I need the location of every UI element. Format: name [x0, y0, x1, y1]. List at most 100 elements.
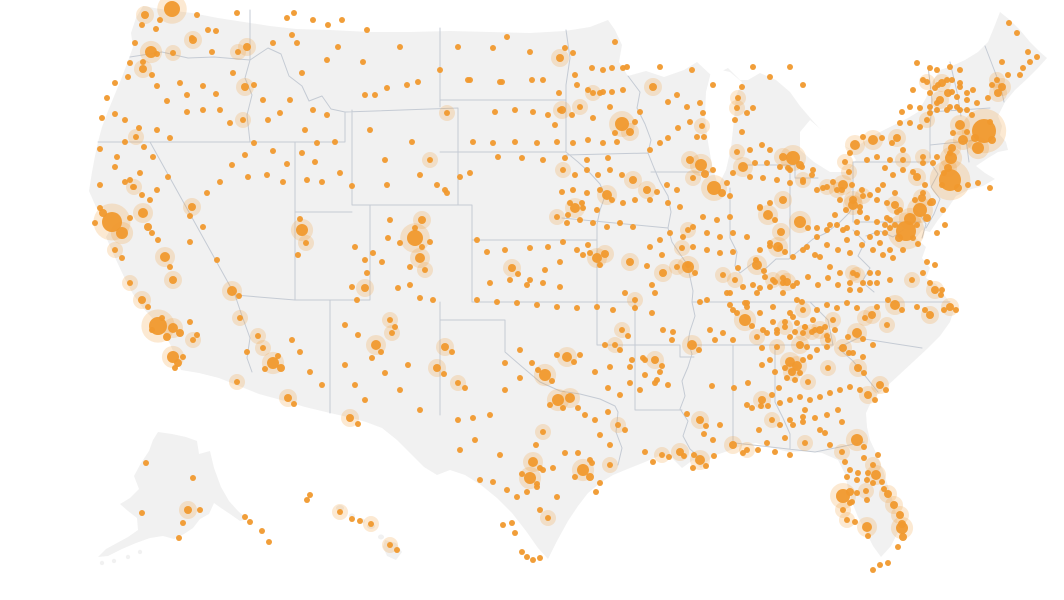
city-dot [932, 85, 938, 91]
city-dot [756, 427, 762, 433]
city-dot [747, 174, 753, 180]
city-dot [854, 219, 860, 225]
city-dot [632, 119, 638, 125]
city-dot [642, 449, 648, 455]
city-dot [844, 225, 850, 231]
city-dot [138, 296, 146, 304]
city-dot [674, 264, 680, 270]
city-dot [765, 403, 771, 409]
city-dot [354, 297, 360, 303]
city-dot [570, 203, 580, 213]
city-dot [597, 480, 603, 486]
city-dot [174, 359, 182, 367]
city-dot [470, 415, 476, 421]
city-dot [875, 452, 881, 458]
city-dot [617, 347, 623, 353]
city-dot [643, 186, 651, 194]
city-dot [607, 364, 613, 370]
city-dot [939, 287, 945, 293]
city-dot [335, 44, 341, 50]
city-dot [703, 423, 709, 429]
city-dot [928, 198, 936, 206]
city-dot [580, 205, 586, 211]
city-dot [190, 475, 196, 481]
city-dot [550, 465, 556, 471]
city-dot [691, 452, 697, 458]
city-dot [512, 107, 518, 113]
city-dot [839, 344, 847, 352]
city-dot [387, 542, 393, 548]
city-dot [130, 184, 136, 190]
city-dot [730, 249, 736, 255]
city-dot [240, 117, 246, 123]
city-dot [887, 277, 893, 283]
city-dot [508, 264, 516, 272]
city-dot [527, 49, 533, 55]
city-dot [695, 455, 705, 465]
city-dot [969, 112, 975, 118]
city-dot [720, 330, 726, 336]
city-dot [310, 107, 316, 113]
city-dot [874, 304, 880, 310]
city-dot [899, 307, 905, 313]
city-dot [155, 237, 161, 243]
city-dot [745, 380, 751, 386]
city-dot [303, 240, 309, 246]
city-dot [112, 164, 118, 170]
city-dot [727, 214, 733, 220]
city-dot [632, 305, 638, 311]
city-dot [154, 187, 160, 193]
city-dot [686, 156, 694, 164]
city-dot [490, 45, 496, 51]
city-dot [504, 34, 510, 40]
city-dot [470, 139, 476, 145]
city-dot [626, 258, 634, 266]
city-dot [387, 317, 393, 323]
city-dot [382, 157, 388, 163]
city-dot [938, 79, 946, 87]
city-dot [597, 262, 603, 268]
city-dot [938, 292, 944, 298]
city-dot [830, 179, 836, 185]
city-dot [562, 45, 568, 51]
city-dot [260, 345, 266, 351]
city-dot [200, 107, 206, 113]
city-dot [537, 555, 543, 561]
city-dot [934, 67, 940, 73]
city-dot [287, 97, 293, 103]
city-dot [407, 230, 423, 246]
city-dot [757, 285, 763, 291]
city-dot [304, 497, 310, 503]
city-dot [767, 243, 773, 249]
city-dot [597, 432, 603, 438]
city-dot [159, 315, 165, 321]
city-dot [289, 337, 295, 343]
city-dot [844, 517, 850, 523]
city-dots [92, 1, 1040, 573]
city-dot [524, 554, 530, 560]
city-dot [528, 457, 538, 467]
city-dot [730, 170, 736, 176]
city-dot [342, 322, 348, 328]
city-dot [457, 447, 463, 453]
city-dot [989, 82, 995, 88]
city-dot [632, 297, 638, 303]
city-dot [474, 237, 480, 243]
city-dot [949, 77, 955, 83]
city-dot [619, 327, 625, 333]
city-dot [275, 353, 281, 359]
city-dot [827, 390, 833, 396]
city-dot [427, 157, 433, 163]
city-dot [99, 209, 107, 217]
city-dot [794, 320, 800, 326]
city-dot [860, 354, 866, 360]
city-dot [881, 486, 887, 492]
city-dot [571, 359, 577, 365]
city-dot [788, 368, 796, 376]
city-dot [419, 244, 425, 250]
city-dot [615, 117, 629, 131]
city-dot [586, 473, 594, 481]
city-dot [602, 190, 612, 200]
city-dot [1025, 49, 1031, 55]
city-dot [540, 280, 546, 286]
